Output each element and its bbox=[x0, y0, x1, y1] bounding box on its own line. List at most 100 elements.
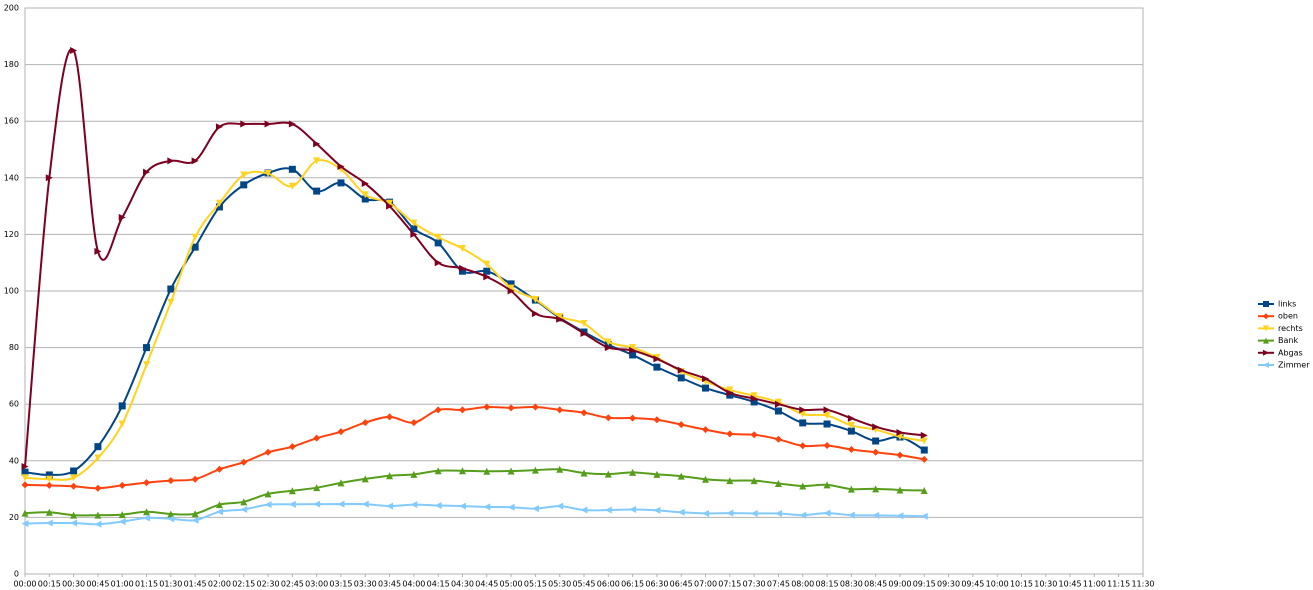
point bbox=[847, 414, 855, 422]
point bbox=[774, 435, 782, 443]
point bbox=[677, 508, 685, 516]
point bbox=[215, 123, 223, 131]
x-tick-label: 00:30 bbox=[62, 580, 85, 589]
point bbox=[434, 406, 442, 414]
point bbox=[215, 508, 223, 516]
point bbox=[872, 423, 880, 431]
point bbox=[872, 511, 880, 519]
x-tick-label: 07:00 bbox=[694, 580, 717, 589]
point bbox=[118, 402, 126, 410]
point bbox=[45, 475, 53, 483]
x-tick-label: 09:45 bbox=[961, 580, 984, 589]
point bbox=[920, 487, 928, 495]
y-tick-label: 100 bbox=[4, 287, 19, 296]
y-tick-label: 20 bbox=[9, 513, 19, 522]
x-tick-label: 03:15 bbox=[329, 580, 352, 589]
y-tick-label: 140 bbox=[4, 173, 19, 182]
y-tick-label: 200 bbox=[4, 4, 19, 13]
legend-marker bbox=[1263, 325, 1269, 332]
point bbox=[240, 120, 248, 128]
point bbox=[70, 511, 78, 519]
x-tick-label: 06:15 bbox=[621, 580, 644, 589]
point bbox=[167, 515, 175, 523]
x-tick-label: 11:30 bbox=[1131, 580, 1154, 589]
x-tick-label: 06:30 bbox=[645, 580, 668, 589]
point bbox=[434, 259, 442, 267]
x-tick-label: 00:00 bbox=[13, 580, 36, 589]
point bbox=[434, 467, 442, 475]
point bbox=[507, 287, 515, 295]
point bbox=[483, 260, 491, 268]
point bbox=[361, 179, 369, 187]
point bbox=[483, 503, 491, 511]
legend-marker bbox=[1263, 301, 1269, 307]
point bbox=[702, 509, 710, 517]
point bbox=[507, 503, 515, 511]
point bbox=[410, 219, 418, 227]
point bbox=[118, 481, 126, 489]
point bbox=[410, 419, 418, 427]
point bbox=[604, 470, 612, 478]
x-tick-label: 05:45 bbox=[572, 580, 595, 589]
point bbox=[410, 230, 418, 238]
point bbox=[313, 157, 321, 165]
point bbox=[167, 298, 175, 306]
point bbox=[240, 181, 248, 189]
x-tick-label: 09:15 bbox=[913, 580, 936, 589]
legend-marker bbox=[1263, 349, 1269, 356]
point bbox=[458, 406, 466, 414]
point bbox=[386, 502, 394, 510]
point bbox=[94, 443, 102, 451]
point bbox=[483, 273, 491, 281]
point bbox=[847, 421, 855, 429]
x-tick-label: 10:30 bbox=[1034, 580, 1057, 589]
point bbox=[361, 191, 369, 199]
x-tick-label: 04:45 bbox=[475, 580, 498, 589]
x-tick-label: 10:00 bbox=[986, 580, 1009, 589]
point bbox=[458, 467, 466, 475]
point bbox=[167, 477, 175, 485]
point bbox=[458, 264, 466, 272]
point bbox=[483, 403, 491, 411]
point bbox=[677, 472, 685, 480]
x-tick-label: 08:00 bbox=[791, 580, 814, 589]
y-tick-label: 0 bbox=[14, 570, 19, 579]
x-tick-label: 07:15 bbox=[718, 580, 741, 589]
point bbox=[847, 485, 855, 493]
point bbox=[653, 416, 661, 424]
x-tick-label: 07:30 bbox=[743, 580, 766, 589]
point bbox=[337, 500, 345, 508]
y-tick-label: 40 bbox=[9, 456, 19, 465]
point bbox=[920, 455, 928, 463]
point bbox=[361, 500, 369, 508]
point bbox=[45, 508, 53, 516]
point bbox=[143, 508, 151, 516]
point bbox=[264, 501, 272, 509]
point bbox=[799, 406, 807, 414]
point bbox=[750, 431, 758, 439]
point bbox=[410, 470, 418, 478]
point bbox=[774, 479, 782, 487]
point bbox=[288, 443, 296, 451]
point bbox=[920, 437, 928, 445]
point bbox=[118, 518, 126, 526]
x-tick-label: 11:15 bbox=[1107, 580, 1130, 589]
point bbox=[726, 389, 734, 397]
x-tick-label: 07:45 bbox=[767, 580, 790, 589]
point bbox=[823, 509, 831, 517]
point bbox=[191, 510, 199, 518]
point bbox=[70, 482, 78, 490]
point bbox=[604, 414, 612, 422]
point bbox=[677, 374, 685, 382]
point bbox=[288, 487, 296, 495]
x-tick-label: 00:15 bbox=[38, 580, 61, 589]
point bbox=[847, 511, 855, 519]
point bbox=[264, 490, 272, 498]
series-line bbox=[24, 405, 925, 490]
point bbox=[70, 519, 78, 527]
point bbox=[337, 428, 345, 436]
point bbox=[264, 120, 272, 128]
point bbox=[507, 467, 515, 475]
legend-marker bbox=[1263, 313, 1269, 320]
